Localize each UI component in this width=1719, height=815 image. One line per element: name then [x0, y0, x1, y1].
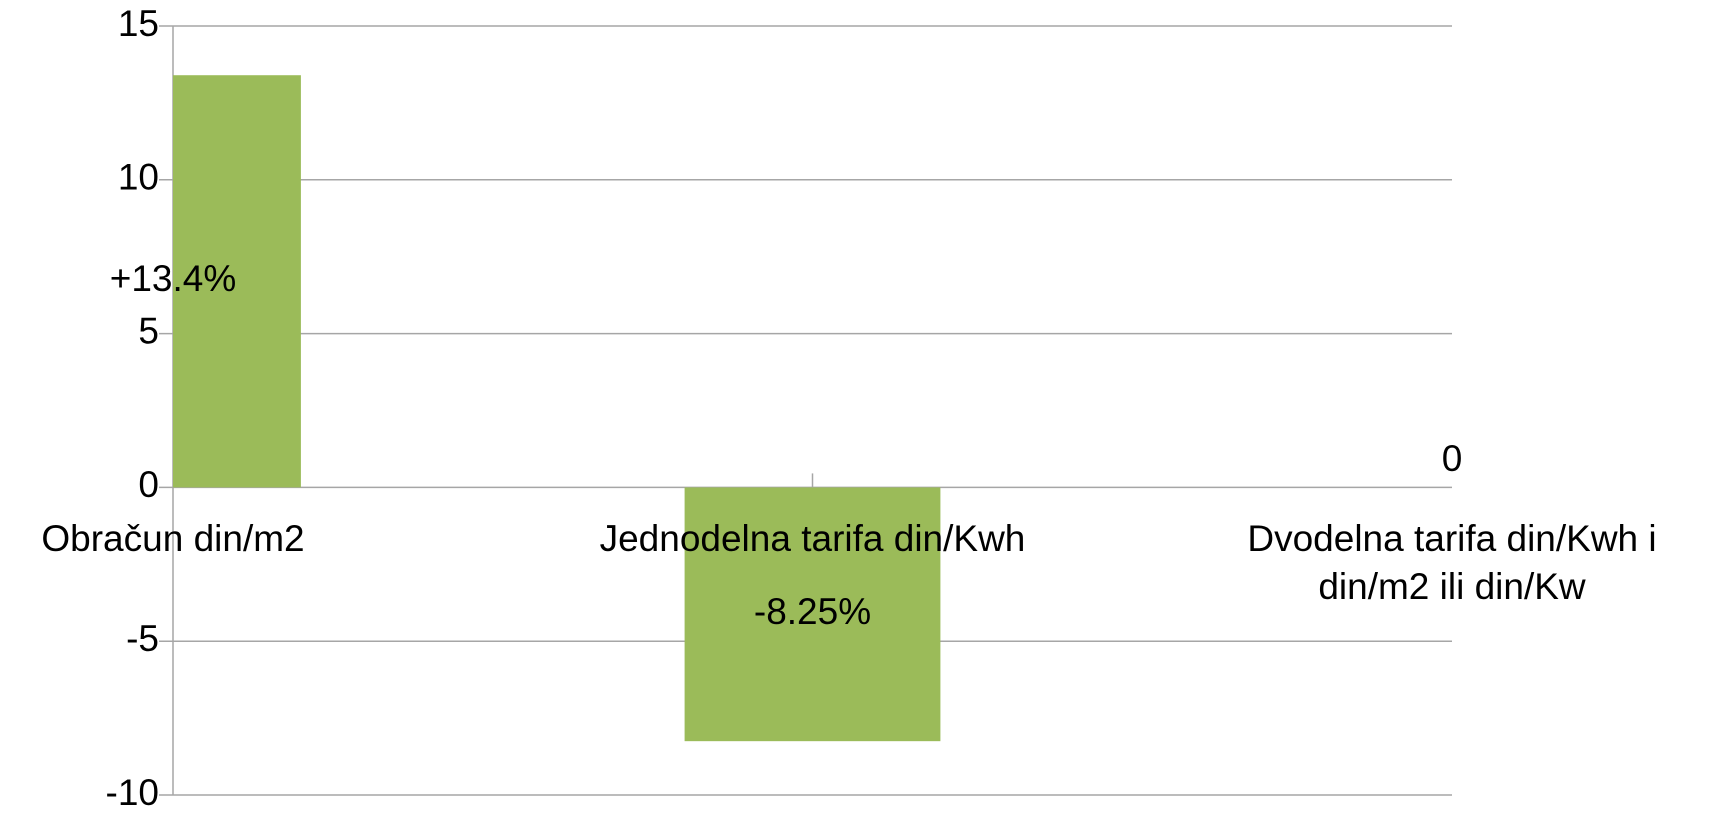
- y-tick-label: 15: [118, 3, 159, 44]
- y-tick-label: -5: [126, 618, 159, 659]
- y-tick-label: 10: [118, 157, 159, 198]
- y-tick-label: 0: [138, 464, 159, 505]
- bar: [684, 487, 941, 742]
- x-tick-label: Jednodelna tarifa din/Kwh: [599, 518, 1026, 560]
- x-tick-label: Dvodelna tarifa din/Kwh i din/m2 ili din…: [1247, 518, 1657, 608]
- data-label: +13.4%: [110, 258, 237, 299]
- data-label: -8.25%: [754, 591, 871, 632]
- bars: [173, 75, 941, 742]
- x-tick-label: Obračun din/m2: [41, 518, 305, 560]
- y-tick-label: 5: [138, 310, 159, 351]
- data-label: 0: [1442, 438, 1463, 479]
- bar: [173, 75, 301, 488]
- y-tick-label: -10: [106, 772, 159, 813]
